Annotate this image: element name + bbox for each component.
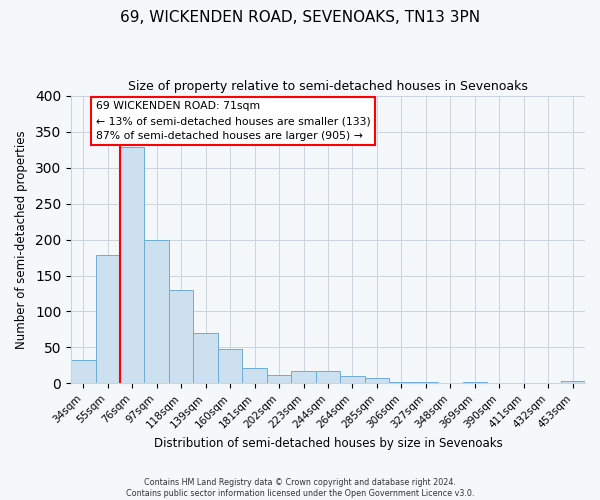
Bar	[169, 290, 193, 384]
Text: 69 WICKENDEN ROAD: 71sqm
← 13% of semi-detached houses are smaller (133)
87% of : 69 WICKENDEN ROAD: 71sqm ← 13% of semi-d…	[95, 102, 370, 141]
X-axis label: Distribution of semi-detached houses by size in Sevenoaks: Distribution of semi-detached houses by …	[154, 437, 502, 450]
Text: 69, WICKENDEN ROAD, SEVENOAKS, TN13 3PN: 69, WICKENDEN ROAD, SEVENOAKS, TN13 3PN	[120, 10, 480, 25]
Bar	[242, 368, 267, 384]
Title: Size of property relative to semi-detached houses in Sevenoaks: Size of property relative to semi-detach…	[128, 80, 528, 93]
Bar	[120, 148, 145, 384]
Bar	[365, 378, 389, 384]
Y-axis label: Number of semi-detached properties: Number of semi-detached properties	[15, 130, 28, 349]
Bar	[267, 375, 292, 384]
Bar	[95, 256, 120, 384]
Bar	[71, 360, 95, 384]
Bar	[145, 240, 169, 384]
Bar	[292, 371, 316, 384]
Bar	[218, 349, 242, 384]
Bar	[413, 382, 438, 384]
Bar	[193, 333, 218, 384]
Bar	[389, 382, 413, 384]
Text: Contains HM Land Registry data © Crown copyright and database right 2024.
Contai: Contains HM Land Registry data © Crown c…	[126, 478, 474, 498]
Bar	[560, 382, 585, 384]
Bar	[463, 382, 487, 384]
Bar	[316, 371, 340, 384]
Bar	[340, 376, 365, 384]
